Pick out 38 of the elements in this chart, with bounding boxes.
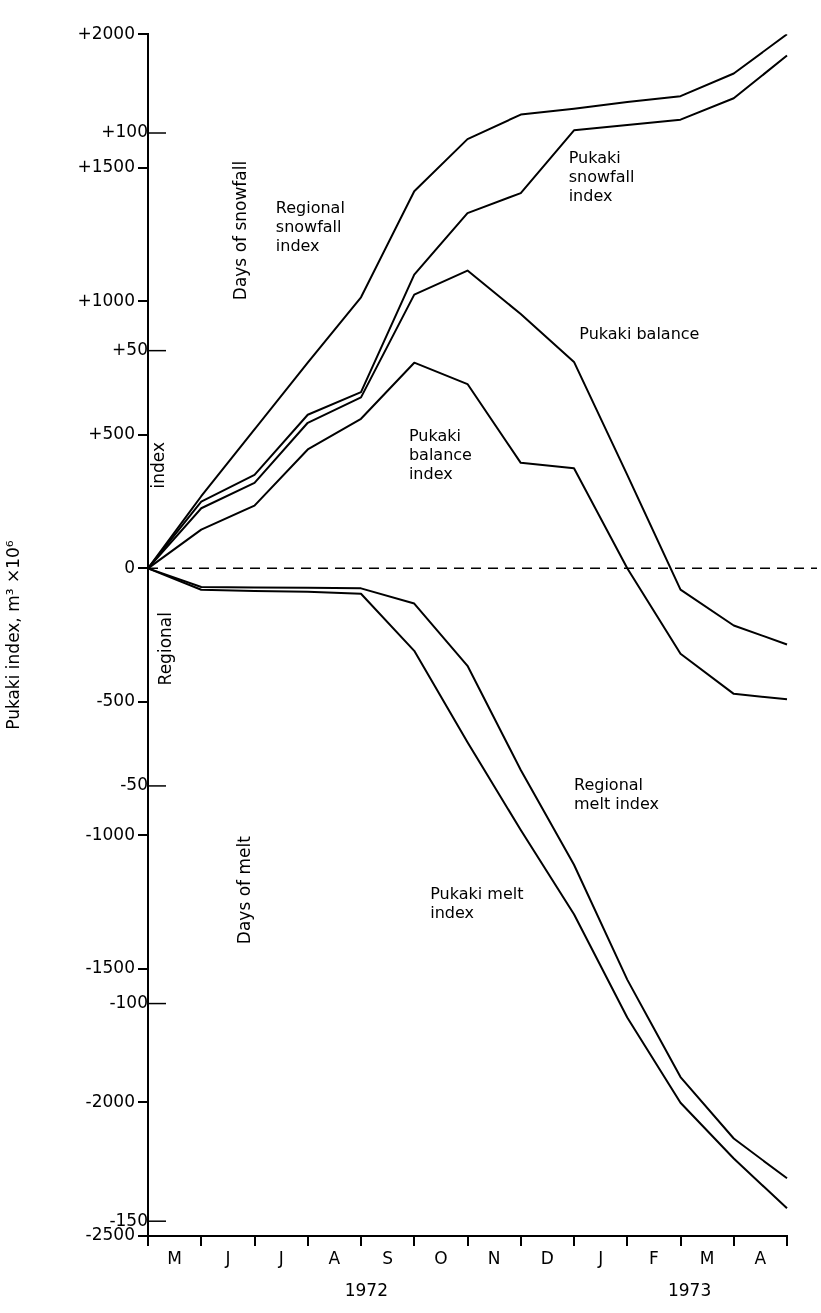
x-tick-label: M: [167, 1247, 182, 1268]
y2-tick-label: +50: [112, 339, 148, 360]
x-tick-label: S: [382, 1247, 394, 1268]
x-tick-label: J: [277, 1247, 284, 1268]
text: 1972: [344, 1280, 388, 1301]
x-tick-label: F: [648, 1247, 659, 1268]
y-tick-label: +1500: [77, 156, 135, 177]
series-label: Pukaki snowfall index: [568, 148, 635, 206]
y-tick-label: +2000: [77, 22, 135, 43]
series-label: Pukaki balance index: [408, 426, 472, 484]
series-label: Regional melt index: [574, 775, 660, 814]
x-tick-label: A: [328, 1247, 341, 1268]
y-tick-label: -500: [96, 690, 135, 711]
y-tick-label: -1500: [85, 957, 135, 978]
x-tick-label: A: [754, 1247, 767, 1268]
annotation: Days of melt: [234, 835, 255, 945]
y-tick-label: 0: [124, 556, 135, 577]
x-tick-label: O: [434, 1247, 448, 1268]
y2-tick-label: -100: [109, 991, 148, 1012]
x-tick-label: D: [540, 1247, 554, 1268]
x-tick-label: J: [597, 1247, 604, 1268]
x-tick-label: M: [699, 1247, 715, 1268]
series-label: Pukaki melt index: [430, 884, 524, 923]
y-tick-label: -2000: [85, 1090, 135, 1111]
annotation: index: [148, 441, 169, 489]
annotation: Regional: [154, 612, 175, 686]
text: Regional snowfall index: [275, 198, 345, 256]
y-tick-label: +500: [88, 423, 135, 444]
y-tick-label: +1000: [77, 289, 135, 310]
text: 1973: [667, 1280, 712, 1301]
y-axis-title: Pukaki index, m³ ×10⁶: [2, 540, 23, 730]
x-tick-label: N: [487, 1247, 501, 1268]
series-label: Pukaki balance: [579, 324, 700, 344]
y2-tick-label: +100: [101, 121, 148, 142]
x-tick-label: J: [224, 1247, 231, 1268]
y2-tick-label: -50: [120, 774, 148, 795]
annotation: Days of snowfall: [230, 160, 251, 301]
y-tick-label: -1000: [85, 823, 135, 844]
